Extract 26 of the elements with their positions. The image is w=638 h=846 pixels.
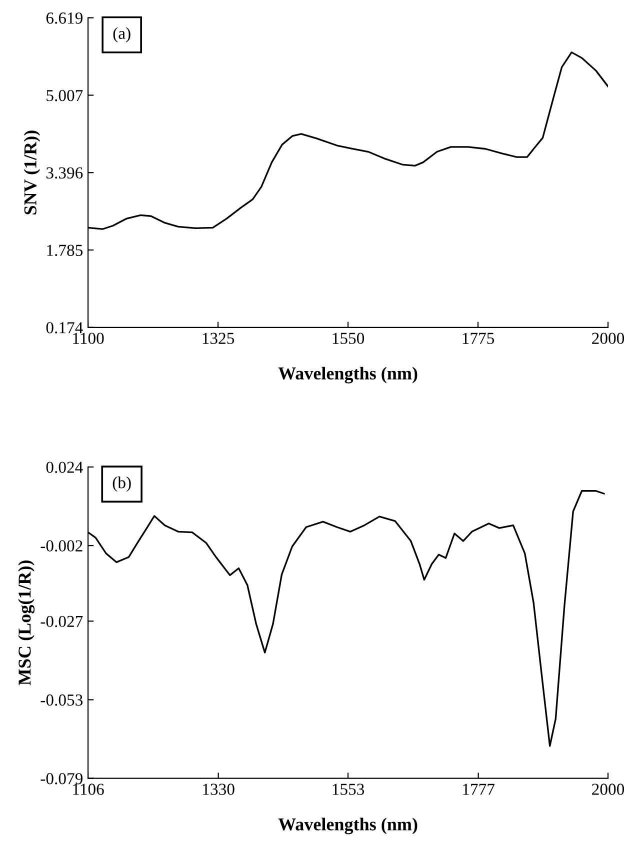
x-tick-label: 1106 — [73, 784, 104, 795]
y-axis-title: MSC (Log(1/R)) — [18, 560, 35, 686]
y-tick-label: -0.002 — [40, 540, 82, 552]
x-tick-label: 1553 — [332, 784, 364, 795]
x-axis-title: Wavelengths (nm) — [278, 366, 418, 384]
y-tick-label: 3.396 — [46, 167, 83, 179]
y-tick-label: -0.053 — [40, 694, 83, 706]
y-tick-label: 5.007 — [46, 90, 83, 102]
y-tick-label: 0.174 — [46, 322, 83, 334]
x-tick-label: 1775 — [462, 332, 494, 344]
y-tick-label: -0.027 — [40, 616, 83, 628]
y-axis-title: SNV (1/R)) — [24, 130, 40, 214]
x-tick-label: 1325 — [202, 332, 234, 344]
y-tick-label: 0.024 — [46, 462, 83, 474]
annotation: (a) — [113, 27, 130, 42]
x-axis-title: Wavelengths (nm) — [278, 818, 418, 834]
y-tick-label: 1.785 — [47, 244, 83, 256]
x-tick-label: 2000 — [592, 784, 624, 795]
x-tick-label: 1100 — [73, 332, 104, 344]
x-tick-label: 2000 — [592, 332, 624, 344]
y-tick-label: 6.619 — [46, 12, 82, 24]
x-tick-label: 1550 — [332, 332, 364, 344]
x-tick-label: 1330 — [203, 784, 234, 795]
annotation: (b) — [112, 476, 131, 492]
y-tick-label: -0.079 — [40, 773, 82, 784]
x-tick-label: 1777 — [463, 784, 494, 795]
